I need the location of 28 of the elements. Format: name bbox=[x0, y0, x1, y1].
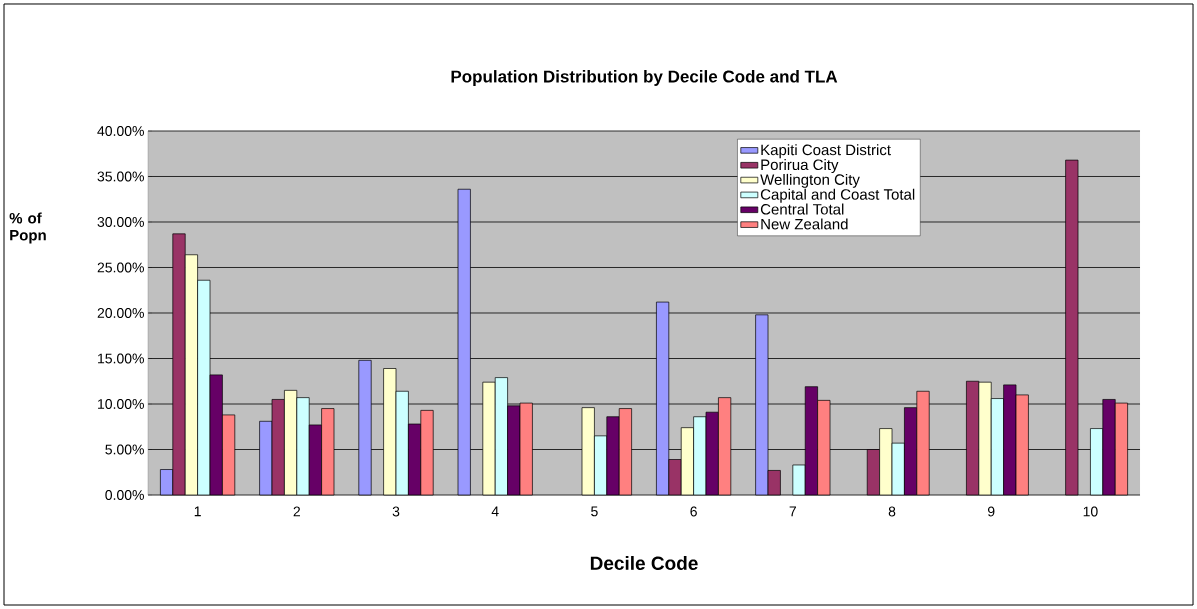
x-tick-label: 4 bbox=[491, 506, 499, 517]
y-tick-label: 0.00% bbox=[105, 490, 144, 500]
legend-label: Kapiti Coast District bbox=[761, 144, 891, 159]
x-axis-title: Decile Code bbox=[590, 556, 698, 570]
x-tick-label: 5 bbox=[591, 506, 598, 517]
y-axis-title: % of Popn bbox=[9, 212, 46, 244]
y-tick-label: 40.00% bbox=[97, 126, 144, 136]
x-tick-label: 3 bbox=[392, 506, 400, 517]
x-tick-label: 2 bbox=[293, 506, 300, 517]
x-tick-label: 6 bbox=[690, 506, 697, 517]
legend-label: Capital and Coast Total bbox=[760, 188, 915, 203]
legend-label: Central Total bbox=[760, 203, 844, 215]
x-tick-label: 9 bbox=[987, 506, 995, 517]
x-tick-label: 8 bbox=[888, 506, 896, 517]
y-tick-label: 35.00% bbox=[97, 171, 144, 182]
y-tick-label: 25.00% bbox=[97, 262, 144, 273]
y-tick-label: 5.00% bbox=[105, 444, 144, 455]
y-tick-label: 10.00% bbox=[98, 399, 144, 409]
legend-label: New Zealand bbox=[761, 218, 848, 230]
x-tick-label: 1 bbox=[194, 506, 201, 517]
chart-title: Population Distribution by Decile Code and TLA bbox=[451, 70, 838, 86]
y-tick-label: 30.00% bbox=[97, 217, 144, 227]
x-tick-label: 7 bbox=[789, 506, 796, 517]
legend-label: Wellington City bbox=[760, 173, 860, 188]
x-tick-label: 10 bbox=[1083, 506, 1098, 517]
legend-label: Porirua City bbox=[761, 159, 839, 174]
y-tick-label: 15.00% bbox=[98, 353, 144, 364]
y-tick-label: 20.00% bbox=[97, 308, 144, 318]
